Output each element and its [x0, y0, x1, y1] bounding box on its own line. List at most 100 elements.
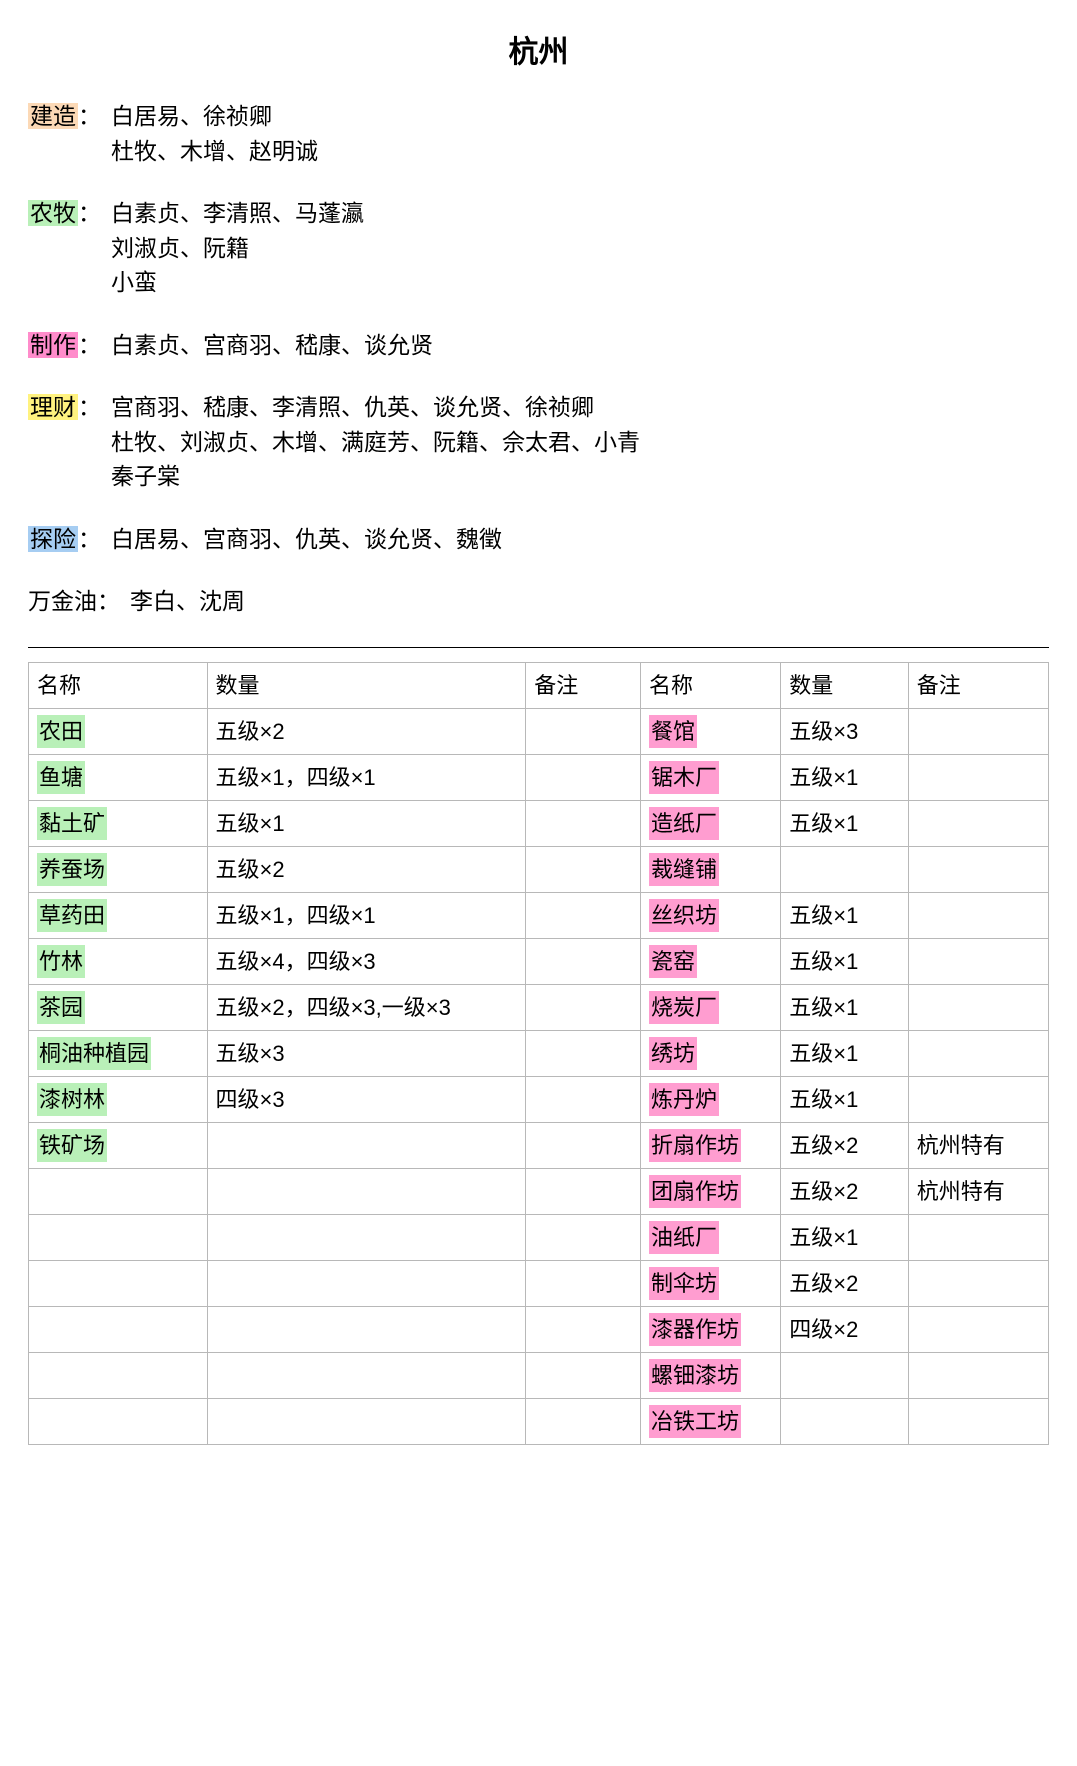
table-header-cell: 备注 — [526, 662, 641, 708]
category-colon: ： — [78, 103, 101, 129]
table-row: 茶园五级×2，四级×3,一级×3烧炭厂五级×1 — [29, 984, 1049, 1030]
cell-left-note — [526, 1214, 641, 1260]
category-names: 李白、沈周 — [124, 584, 1049, 619]
cell-left-name: 黏土矿 — [29, 800, 208, 846]
cell-right-note — [908, 846, 1048, 892]
cell-right-note — [908, 708, 1048, 754]
cell-right-name: 锯木厂 — [641, 754, 781, 800]
buildings-table: 名称数量备注名称数量备注 农田五级×2餐馆 五级×3鱼塘五级×1，四级×1锯木厂… — [28, 662, 1049, 1445]
category-names: 白素贞、宫商羽、嵇康、谈允贤 — [105, 328, 1049, 363]
table-row: 鱼塘五级×1，四级×1锯木厂五级×1 — [29, 754, 1049, 800]
cell-right-note — [908, 1076, 1048, 1122]
right-name-tag: 冶铁工坊 — [649, 1405, 741, 1438]
cell-left-note — [526, 1122, 641, 1168]
category-name-row: 小蛮 — [111, 265, 1049, 300]
cell-left-qty: 五级×1，四级×1 — [207, 754, 526, 800]
cell-right-name: 烧炭厂 — [641, 984, 781, 1030]
right-name-tag: 丝织坊 — [649, 899, 719, 932]
cell-right-qty: 五级×2 — [781, 1260, 909, 1306]
cell-right-note — [908, 1352, 1048, 1398]
cell-left-qty: 五级×2 — [207, 846, 526, 892]
cell-right-qty — [781, 1352, 909, 1398]
table-header-cell: 备注 — [908, 662, 1048, 708]
cell-left-note — [526, 984, 641, 1030]
left-name-tag: 漆树林 — [37, 1083, 107, 1116]
category-name-row: 白居易、宫商羽、仇英、谈允贤、魏徵 — [111, 522, 1049, 557]
cell-right-name: 冶铁工坊 — [641, 1398, 781, 1444]
cell-left-name — [29, 1260, 208, 1306]
cell-left-qty: 五级×2 — [207, 708, 526, 754]
cell-right-note — [908, 1214, 1048, 1260]
cell-left-note — [526, 846, 641, 892]
cell-right-name: 瓷窑 — [641, 938, 781, 984]
cell-right-name: 裁缝铺 — [641, 846, 781, 892]
cell-right-qty: 五级×1 — [781, 754, 909, 800]
cell-left-qty — [207, 1214, 526, 1260]
category-label: 探险： — [28, 522, 101, 557]
cell-right-name: 炼丹炉 — [641, 1076, 781, 1122]
cell-left-note — [526, 1398, 641, 1444]
table-header-row: 名称数量备注名称数量备注 — [29, 662, 1049, 708]
category-name-row: 杜牧、刘淑贞、木增、满庭芳、阮籍、佘太君、小青 — [111, 425, 1049, 460]
category-label-text: 农牧 — [28, 200, 78, 226]
cell-right-qty: 五级×2 — [781, 1168, 909, 1214]
category-colon: ： — [78, 526, 101, 552]
cell-left-note — [526, 754, 641, 800]
cell-right-name: 螺钿漆坊 — [641, 1352, 781, 1398]
category-name-row: 白素贞、宫商羽、嵇康、谈允贤 — [111, 328, 1049, 363]
category-name-row: 白居易、徐祯卿 — [111, 99, 1049, 134]
table-header-cell: 数量 — [781, 662, 909, 708]
category-colon: ： — [78, 394, 101, 420]
cell-left-name: 桐油种植园 — [29, 1030, 208, 1076]
cell-left-note — [526, 938, 641, 984]
category-name-row: 白素贞、李清照、马蓬瀛 — [111, 196, 1049, 231]
table-row: 铁矿场折扇作坊五级×2杭州特有 — [29, 1122, 1049, 1168]
right-name-tag: 团扇作坊 — [649, 1175, 741, 1208]
left-name-tag: 养蚕场 — [37, 853, 107, 886]
category-line: 制作：白素贞、宫商羽、嵇康、谈允贤 — [28, 328, 1049, 363]
cell-right-note — [908, 1030, 1048, 1076]
cell-left-name: 漆树林 — [29, 1076, 208, 1122]
category-label-text: 理财 — [28, 394, 78, 420]
category-colon: ： — [78, 200, 101, 226]
category-line: 理财：宫商羽、嵇康、李清照、仇英、谈允贤、徐祯卿杜牧、刘淑贞、木增、满庭芳、阮籍… — [28, 390, 1049, 494]
table-row: 漆器作坊四级×2 — [29, 1306, 1049, 1352]
right-name-tag: 油纸厂 — [649, 1221, 719, 1254]
category-label: 理财： — [28, 390, 101, 425]
cell-left-qty — [207, 1352, 526, 1398]
cell-right-name: 制伞坊 — [641, 1260, 781, 1306]
table-row: 制伞坊五级×2 — [29, 1260, 1049, 1306]
cell-right-qty: 五级×2 — [781, 1122, 909, 1168]
table-row: 漆树林四级×3炼丹炉五级×1 — [29, 1076, 1049, 1122]
category-block: 探险： 白居易、宫商羽、仇英、谈允贤、魏徵 — [28, 522, 1049, 557]
category-block: 建造： 白居易、徐祯卿杜牧、木增、赵明诚 — [28, 99, 1049, 168]
cell-left-qty — [207, 1260, 526, 1306]
right-name-tag: 折扇作坊 — [649, 1129, 741, 1162]
cell-right-name: 漆器作坊 — [641, 1306, 781, 1352]
right-name-tag: 螺钿漆坊 — [649, 1359, 741, 1392]
category-name-row: 杜牧、木增、赵明诚 — [111, 134, 1049, 169]
cell-left-qty — [207, 1168, 526, 1214]
category-label: 万金油： — [28, 584, 120, 619]
left-name-tag: 农田 — [37, 715, 85, 748]
category-label-text: 探险 — [28, 526, 78, 552]
cell-left-name: 草药田 — [29, 892, 208, 938]
left-name-tag: 草药田 — [37, 899, 107, 932]
cell-right-name: 餐馆 — [641, 708, 781, 754]
category-names: 白居易、宫商羽、仇英、谈允贤、魏徵 — [105, 522, 1049, 557]
category-block: 万金油：李白、沈周 — [28, 584, 1049, 619]
right-name-tag: 漆器作坊 — [649, 1313, 741, 1346]
cell-left-note — [526, 1260, 641, 1306]
table-row: 团扇作坊五级×2杭州特有 — [29, 1168, 1049, 1214]
cell-right-qty — [781, 1398, 909, 1444]
cell-left-qty: 五级×3 — [207, 1030, 526, 1076]
category-block: 农牧：白素贞、李清照、马蓬瀛刘淑贞、阮籍小蛮 — [28, 196, 1049, 300]
table-row: 螺钿漆坊 — [29, 1352, 1049, 1398]
cell-left-note — [526, 800, 641, 846]
category-label: 建造： — [28, 99, 101, 134]
right-name-tag: 瓷窑 — [649, 945, 697, 978]
table-row: 草药田 五级×1，四级×1丝织坊五级×1 — [29, 892, 1049, 938]
cell-right-name: 丝织坊 — [641, 892, 781, 938]
cell-right-name: 油纸厂 — [641, 1214, 781, 1260]
category-names: 宫商羽、嵇康、李清照、仇英、谈允贤、徐祯卿杜牧、刘淑贞、木增、满庭芳、阮籍、佘太… — [105, 390, 1049, 494]
